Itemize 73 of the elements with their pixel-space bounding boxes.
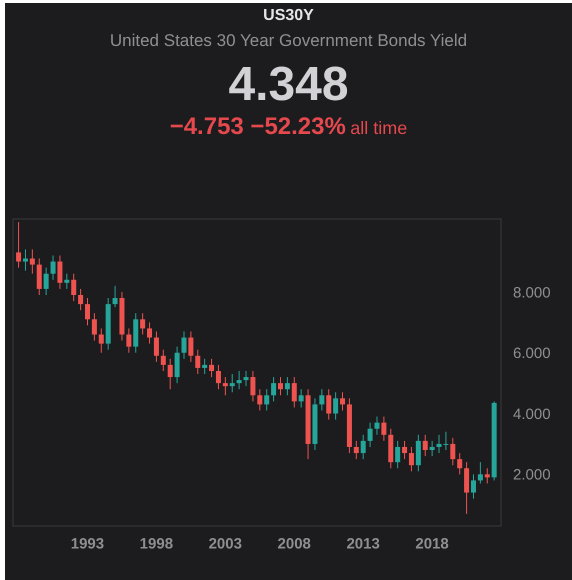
candlestick [30, 248, 35, 274]
x-tick-label: 1998 [140, 536, 174, 553]
candlestick [395, 440, 400, 469]
candlestick [195, 349, 200, 375]
candlestick [147, 322, 152, 344]
candlestick [292, 376, 297, 408]
y-tick-label: 8.000 [513, 284, 551, 302]
x-tick-label: 2013 [346, 536, 380, 553]
candlestick [436, 434, 442, 454]
candlestick [98, 328, 104, 354]
candlestick [319, 388, 324, 411]
candlestick [244, 370, 249, 387]
candlestick [457, 452, 462, 475]
candlestick [57, 254, 62, 290]
candlestick [374, 416, 380, 436]
x-tick-label: 2018 [415, 536, 449, 553]
candlestick [92, 312, 97, 342]
candlestick [78, 288, 84, 311]
candlestick [16, 222, 22, 268]
candlestick [257, 388, 262, 411]
candlestick [64, 273, 70, 290]
chart-title: US30Y [262, 7, 315, 25]
candlestick [209, 358, 214, 378]
candlestick [408, 446, 414, 472]
candlestick [181, 330, 186, 360]
candlestick [340, 392, 346, 411]
candlestick [333, 392, 338, 420]
candlestick [271, 376, 276, 402]
x-tick-label: 2003 [208, 536, 242, 553]
candlestick [264, 388, 270, 411]
candlestick [168, 358, 173, 390]
candlestick [50, 254, 56, 280]
candlestick [360, 434, 366, 460]
x-tick-label: 2008 [278, 536, 311, 553]
candlestick [236, 370, 242, 390]
candlestick [126, 328, 132, 354]
candlestick [402, 440, 408, 460]
candlestick [298, 388, 304, 408]
candlestick [326, 388, 332, 420]
candlestick [222, 376, 228, 396]
candlestick [381, 416, 386, 442]
candlestick [484, 468, 490, 484]
y-tick-label: 6.000 [513, 345, 551, 362]
candlestick [202, 358, 208, 375]
candlestick [422, 434, 428, 457]
candlestick [216, 364, 221, 390]
candlestick [250, 370, 256, 402]
candlestick [284, 376, 290, 396]
candlestick [44, 267, 49, 296]
candlestick [140, 312, 146, 336]
candlestick [443, 431, 448, 451]
candlestick [160, 349, 166, 372]
chart-subtitle: United States 30 Year Government Bonds Yield [108, 31, 468, 51]
text: 4.348 [227, 57, 350, 113]
y-tick-label: 2.000 [513, 466, 551, 484]
candlestick [430, 440, 435, 457]
candlestick [450, 437, 456, 466]
candlestick [84, 298, 90, 326]
candlestick [71, 273, 76, 302]
candlestick [230, 374, 235, 393]
text: −4.753 −52.23% [170, 113, 346, 140]
candlestick [478, 462, 483, 484]
text: all time [350, 118, 408, 138]
candlestick [188, 330, 194, 362]
candlestick [22, 248, 28, 272]
candlestick [470, 474, 476, 500]
candlestick [112, 285, 118, 308]
x-tick-label: 1993 [70, 536, 104, 553]
y-tick-label: 4.000 [513, 406, 551, 423]
candlestick [278, 376, 283, 396]
candlestick [354, 440, 359, 460]
candlestick [368, 422, 373, 448]
candlestick [154, 330, 159, 362]
